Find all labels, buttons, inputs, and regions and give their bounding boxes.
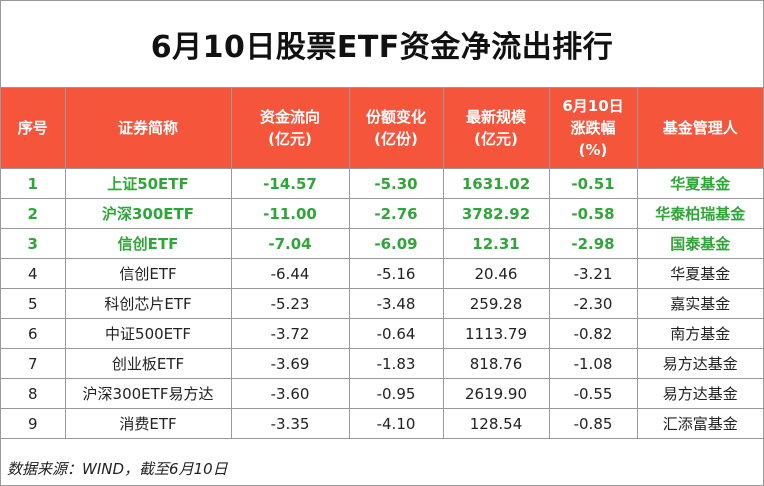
cell-share: -4.10 xyxy=(348,408,444,439)
cell-share: -0.64 xyxy=(348,318,444,349)
cell-rank: 8 xyxy=(1,378,66,409)
cell-flow: -3.69 xyxy=(230,348,350,379)
cell-name: 信创ETF xyxy=(64,258,232,289)
cell-name: 创业板ETF xyxy=(64,348,232,379)
table-row: 3 信创ETF -7.04 -6.09 12.31 -2.98 国泰基金 xyxy=(1,228,763,259)
cell-rank: 5 xyxy=(1,288,66,319)
cell-share: -0.95 xyxy=(348,378,444,409)
cell-size: 259.28 xyxy=(442,288,550,319)
table-row: 7 创业板ETF -3.69 -1.83 818.76 -1.08 易方达基金 xyxy=(1,348,763,379)
cell-rank: 2 xyxy=(1,198,66,229)
cell-size: 1113.79 xyxy=(442,318,550,349)
table-row: 8 沪深300ETF易方达 -3.60 -0.95 2619.90 -0.55 易方达基金 xyxy=(1,378,763,409)
cell-flow: -3.60 xyxy=(230,378,350,409)
cell-share: -1.83 xyxy=(348,348,444,379)
cell-size: 20.46 xyxy=(442,258,550,289)
cell-share: -5.16 xyxy=(348,258,444,289)
cell-size: 128.54 xyxy=(442,408,550,439)
table-row: 5 科创芯片ETF -5.23 -3.48 259.28 -2.30 嘉实基金 xyxy=(1,288,763,319)
cell-name: 上证50ETF xyxy=(64,168,232,199)
cell-size: 12.31 xyxy=(442,228,550,259)
source-note: 数据来源：WIND，截至6月10日 xyxy=(7,460,228,478)
cell-name: 沪深300ETF xyxy=(64,198,232,229)
header-flow: 资金流向 (亿元) xyxy=(230,88,350,169)
cell-flow: -7.04 xyxy=(230,228,350,259)
cell-change: -0.51 xyxy=(548,168,638,199)
cell-manager: 国泰基金 xyxy=(636,228,763,259)
cell-flow: -14.57 xyxy=(230,168,350,199)
table-header-row: 序号 证券简称 资金流向 (亿元) 份额变化 (亿份) 最新规模 (亿元) 6月10日… xyxy=(1,88,763,169)
etf-outflow-table: 序号 证券简称 资金流向 (亿元) 份额变化 (亿份) 最新规模 (亿元) 6月10日… xyxy=(1,88,763,439)
cell-share: -6.09 xyxy=(348,228,444,259)
cell-change: -3.21 xyxy=(548,258,638,289)
cell-share: -3.48 xyxy=(348,288,444,319)
cell-rank: 4 xyxy=(1,258,66,289)
cell-manager: 南方基金 xyxy=(636,318,763,349)
table-row: 4 信创ETF -6.44 -5.16 20.46 -3.21 华夏基金 xyxy=(1,258,763,289)
cell-change: -0.55 xyxy=(548,378,638,409)
cell-flow: -3.72 xyxy=(230,318,350,349)
table-row: 1 上证50ETF -14.57 -5.30 1631.02 -0.51 华夏基金 xyxy=(1,168,763,199)
header-manager: 基金管理人 xyxy=(636,88,763,169)
cell-flow: -6.44 xyxy=(230,258,350,289)
cell-manager: 易方达基金 xyxy=(636,378,763,409)
cell-flow: -5.23 xyxy=(230,288,350,319)
header-rank: 序号 xyxy=(1,88,66,169)
cell-change: -2.30 xyxy=(548,288,638,319)
cell-name: 中证500ETF xyxy=(64,318,232,349)
cell-manager: 华夏基金 xyxy=(636,168,763,199)
cell-rank: 7 xyxy=(1,348,66,379)
cell-manager: 易方达基金 xyxy=(636,348,763,379)
cell-manager: 嘉实基金 xyxy=(636,288,763,319)
cell-size: 3782.92 xyxy=(442,198,550,229)
table-row: 2 沪深300ETF -11.00 -2.76 3782.92 -0.58 华泰柏瑞基金 xyxy=(1,198,763,229)
cell-size: 1631.02 xyxy=(442,168,550,199)
cell-rank: 9 xyxy=(1,408,66,439)
cell-change: -2.98 xyxy=(548,228,638,259)
cell-manager: 华泰柏瑞基金 xyxy=(636,198,763,229)
cell-size: 2619.90 xyxy=(442,378,550,409)
cell-manager: 汇添富基金 xyxy=(636,408,763,439)
header-size: 最新规模 (亿元) xyxy=(442,88,550,169)
header-share: 份额变化 (亿份) xyxy=(348,88,444,169)
cell-name: 消费ETF xyxy=(64,408,232,439)
cell-share: -2.76 xyxy=(348,198,444,229)
cell-change: -1.08 xyxy=(548,348,638,379)
header-name: 证券简称 xyxy=(64,88,232,169)
cell-name: 沪深300ETF易方达 xyxy=(64,378,232,409)
cell-flow: -3.35 xyxy=(230,408,350,439)
cell-rank: 3 xyxy=(1,228,66,259)
cell-name: 科创芯片ETF xyxy=(64,288,232,319)
cell-change: -0.82 xyxy=(548,318,638,349)
cell-flow: -11.00 xyxy=(230,198,350,229)
cell-change: -0.58 xyxy=(548,198,638,229)
cell-manager: 华夏基金 xyxy=(636,258,763,289)
table-row: 9 消费ETF -3.35 -4.10 128.54 -0.85 汇添富基金 xyxy=(1,408,763,439)
cell-rank: 6 xyxy=(1,318,66,349)
cell-size: 818.76 xyxy=(442,348,550,379)
cell-name: 信创ETF xyxy=(64,228,232,259)
cell-change: -0.85 xyxy=(548,408,638,439)
header-change: 6月10日 涨跌幅 (%) xyxy=(548,88,638,169)
cell-rank: 1 xyxy=(1,168,66,199)
page-title: 6月10日股票ETF资金净流出排行 xyxy=(1,1,763,88)
cell-share: -5.30 xyxy=(348,168,444,199)
table-row: 6 中证500ETF -3.72 -0.64 1113.79 -0.82 南方基金 xyxy=(1,318,763,349)
